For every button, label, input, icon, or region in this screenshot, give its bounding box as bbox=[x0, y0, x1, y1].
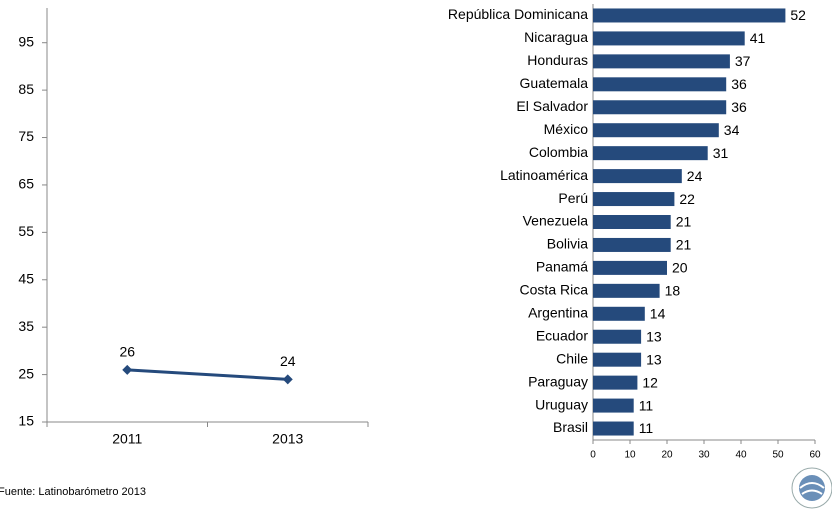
x-tick-label: 2011 bbox=[112, 431, 142, 447]
category-label: Paraguay bbox=[528, 373, 588, 389]
bar bbox=[593, 54, 730, 69]
y-tick-label: 95 bbox=[18, 33, 34, 49]
logo bbox=[791, 467, 832, 509]
bar bbox=[593, 329, 642, 344]
category-label: Venezuela bbox=[523, 213, 589, 229]
marker bbox=[122, 364, 133, 375]
bar bbox=[593, 421, 634, 436]
bar bbox=[593, 77, 727, 92]
category-label: Chile bbox=[556, 350, 588, 366]
value-label: 34 bbox=[724, 122, 740, 138]
bar bbox=[593, 100, 727, 115]
value-label: 36 bbox=[731, 76, 747, 92]
value-label: 13 bbox=[646, 351, 662, 367]
value-label: 13 bbox=[646, 328, 662, 344]
y-tick-label: 55 bbox=[18, 223, 34, 239]
bar bbox=[593, 146, 708, 161]
value-label: 14 bbox=[650, 305, 666, 321]
bar bbox=[593, 283, 660, 298]
category-label: Uruguay bbox=[535, 396, 588, 412]
value-label: 31 bbox=[713, 145, 729, 161]
value-label: 12 bbox=[642, 374, 658, 390]
x-tick-label: 40 bbox=[735, 450, 747, 461]
value-label: 21 bbox=[676, 214, 692, 230]
y-tick-label: 25 bbox=[18, 365, 34, 381]
bar bbox=[593, 375, 638, 390]
value-label: 11 bbox=[639, 420, 654, 436]
bar bbox=[593, 237, 671, 252]
bar bbox=[593, 215, 671, 229]
category-label: República Dominicana bbox=[448, 6, 588, 22]
footer: Fuente: Latinobarómetro 2013 bbox=[0, 486, 146, 498]
category-label: El Salvador bbox=[516, 98, 588, 114]
y-tick-label: 85 bbox=[18, 81, 34, 97]
x-tick-label: 0 bbox=[590, 450, 596, 461]
y-tick-label: 35 bbox=[18, 318, 34, 334]
category-label: Perú bbox=[558, 190, 588, 206]
value-label: 36 bbox=[731, 99, 747, 115]
bar bbox=[593, 352, 642, 367]
x-tick-label: 20 bbox=[661, 450, 673, 461]
x-tick-label: 2013 bbox=[272, 431, 303, 447]
y-tick-label: 15 bbox=[18, 413, 34, 429]
value-label: 20 bbox=[672, 260, 688, 276]
bar bbox=[593, 169, 682, 184]
value-label: 11 bbox=[639, 397, 654, 413]
line bbox=[127, 368, 288, 381]
category-label: Costa Rica bbox=[520, 282, 589, 298]
bar bbox=[593, 306, 645, 321]
category-label: Guatemala bbox=[520, 75, 589, 91]
x-tick-label: 50 bbox=[772, 450, 784, 461]
bar bbox=[593, 8, 786, 23]
value-label: 22 bbox=[679, 191, 695, 207]
x-tick-label: 60 bbox=[809, 450, 821, 461]
y-tick-label: 45 bbox=[18, 270, 34, 286]
category-label: México bbox=[544, 121, 589, 137]
marker bbox=[282, 374, 293, 385]
category-label: Argentina bbox=[528, 304, 588, 320]
bar bbox=[593, 123, 719, 138]
category-label: Colombia bbox=[529, 144, 588, 160]
bar bbox=[593, 398, 634, 413]
category-label: Brasil bbox=[553, 419, 588, 435]
value-label: 26 bbox=[119, 344, 135, 360]
x-tick-label: 10 bbox=[624, 450, 636, 461]
category-label: Ecuador bbox=[536, 327, 588, 343]
y-tick-label: 65 bbox=[18, 176, 34, 192]
category-label: Nicaragua bbox=[524, 29, 588, 45]
value-label: 18 bbox=[665, 283, 681, 299]
value-label: 52 bbox=[790, 7, 806, 23]
bar bbox=[593, 260, 667, 275]
y-tick-label: 75 bbox=[18, 128, 34, 144]
category-label: Latinoamérica bbox=[500, 167, 588, 183]
x-tick-label: 30 bbox=[698, 450, 710, 461]
value-label: 24 bbox=[280, 353, 296, 369]
value-label: 41 bbox=[750, 30, 766, 46]
bar bbox=[593, 31, 745, 46]
value-label: 24 bbox=[687, 168, 703, 184]
bar bbox=[593, 192, 675, 207]
category-label: Bolivia bbox=[547, 236, 588, 252]
value-label: 21 bbox=[676, 237, 692, 253]
category-label: Honduras bbox=[527, 52, 588, 68]
category-label: Panamá bbox=[536, 259, 588, 275]
value-label: 37 bbox=[735, 53, 751, 69]
